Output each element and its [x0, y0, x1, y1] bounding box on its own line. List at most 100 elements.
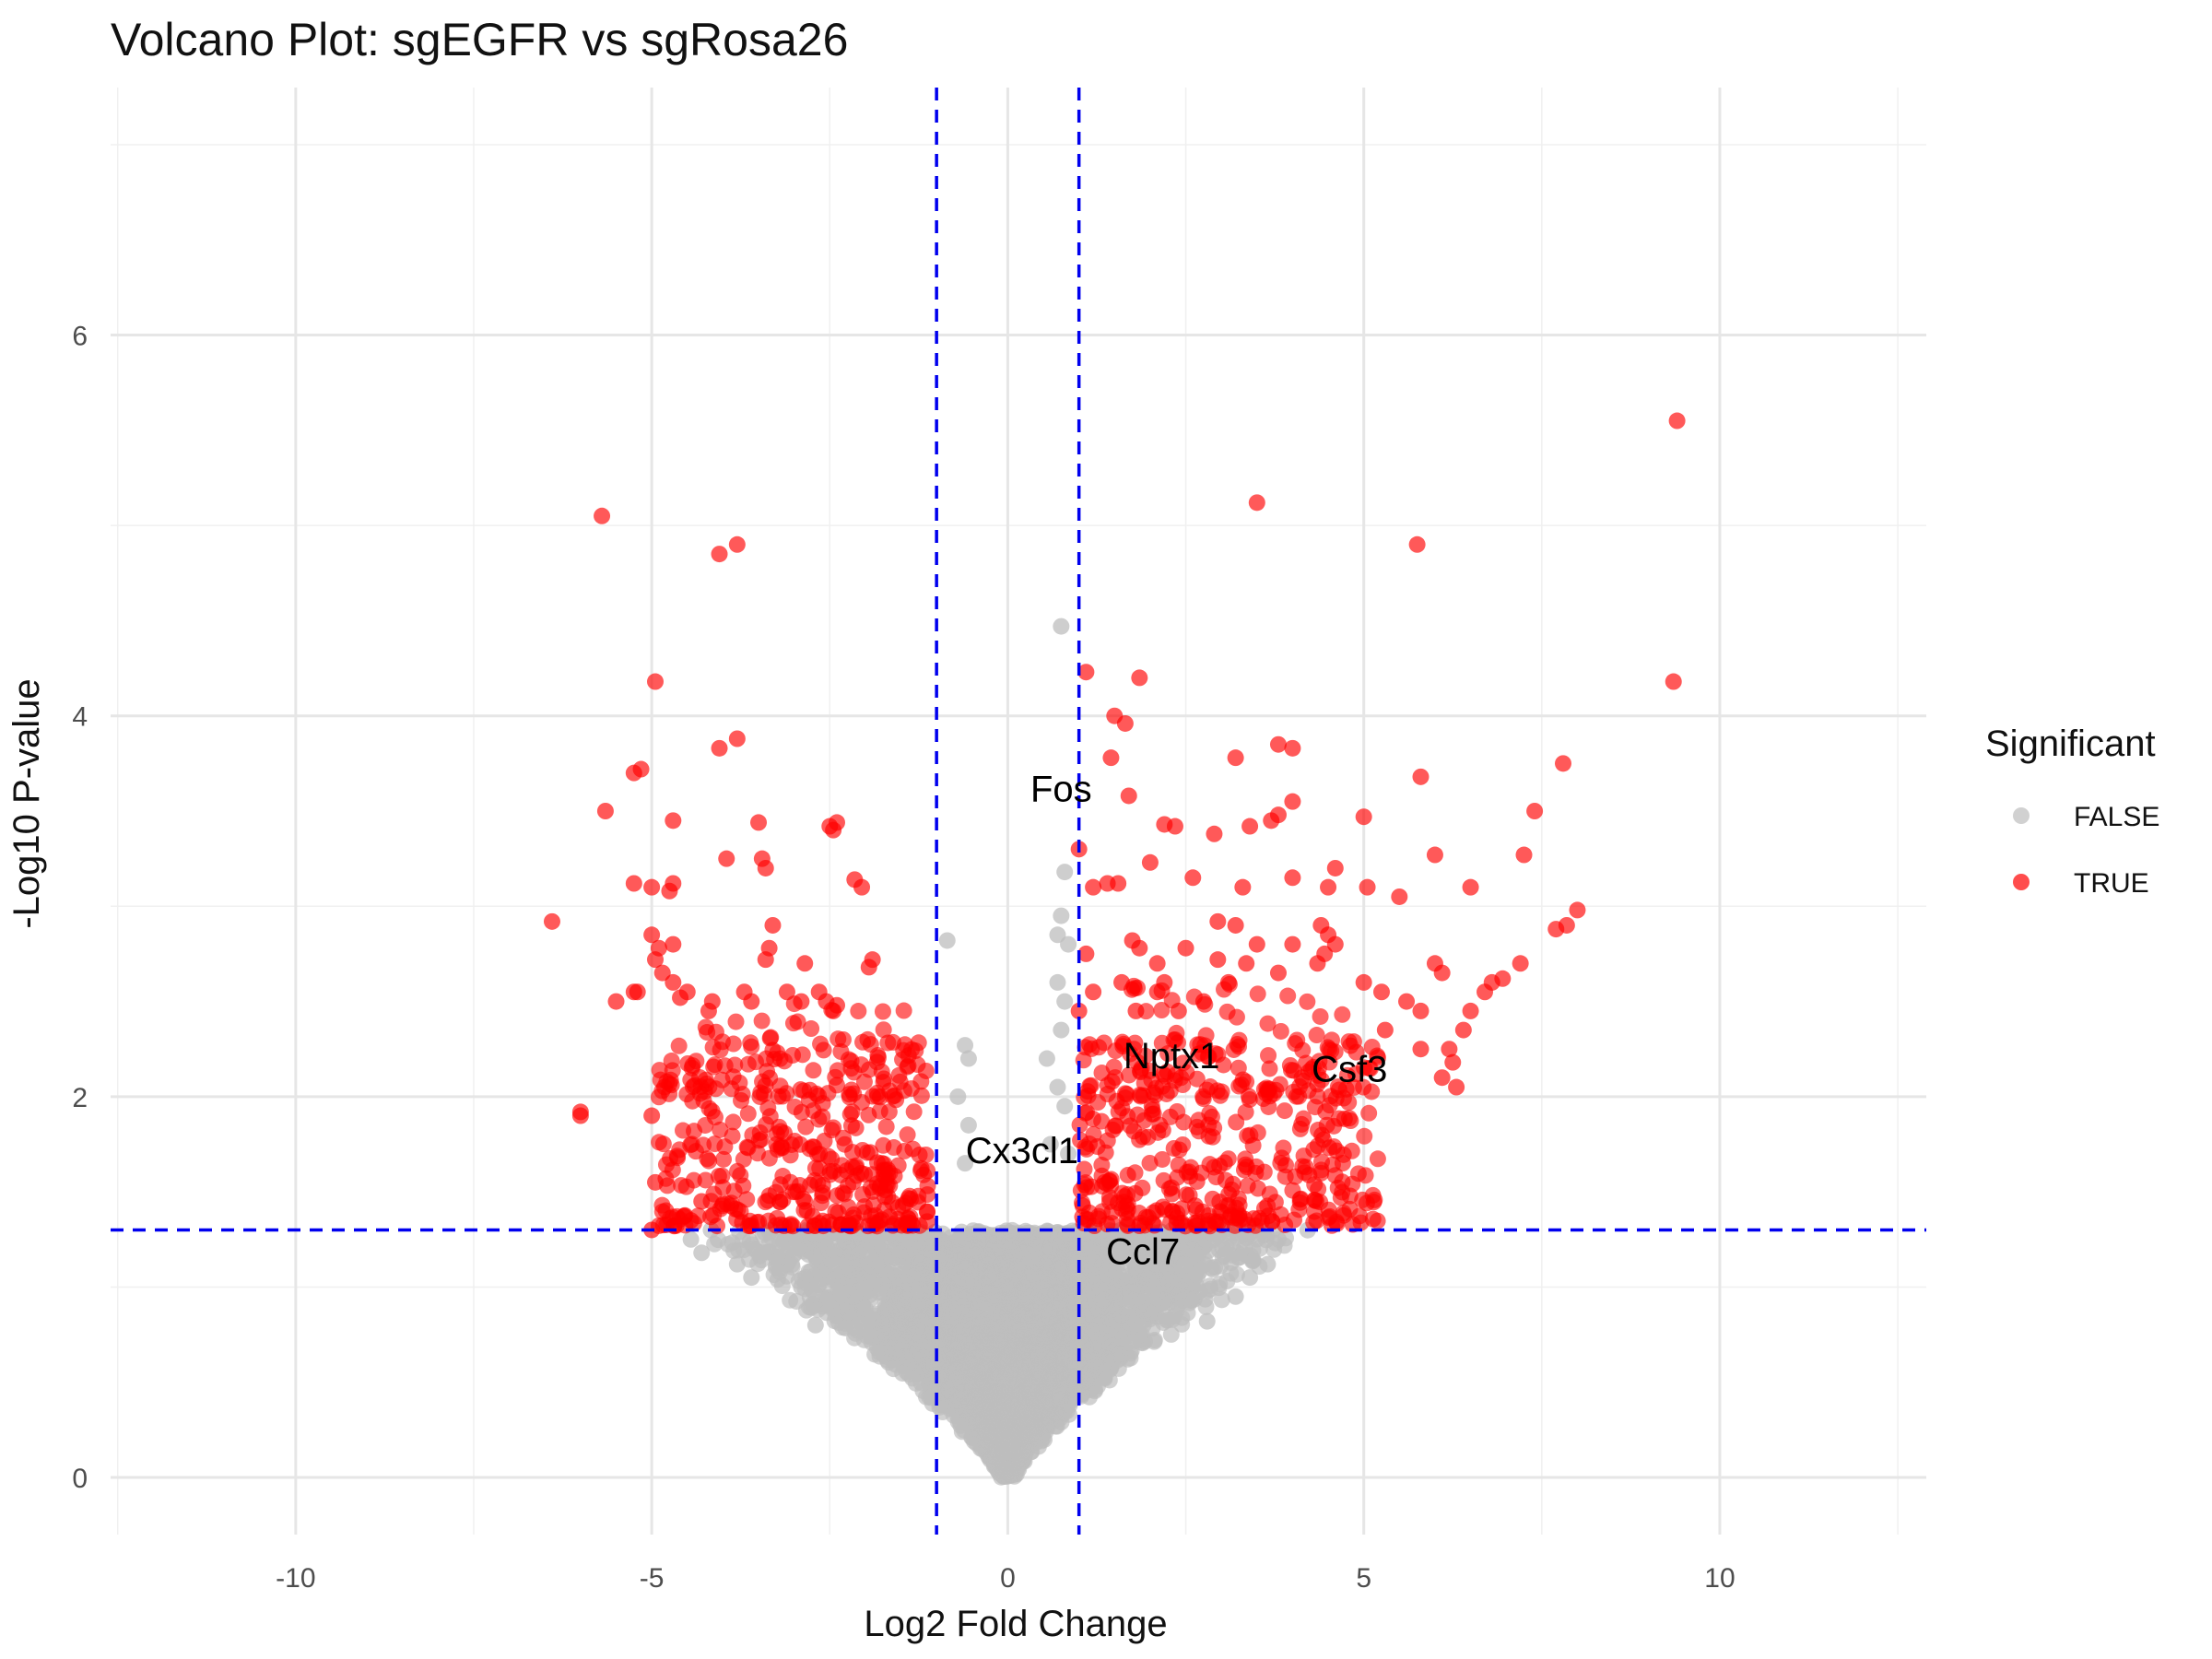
- point-true: [803, 1020, 820, 1038]
- point-false: [963, 1378, 981, 1395]
- point-false: [987, 1247, 1005, 1265]
- point-false: [1017, 1283, 1034, 1300]
- point-true: [712, 1041, 729, 1059]
- point-true: [1272, 1206, 1289, 1223]
- point-true: [766, 1051, 783, 1068]
- point-false: [1124, 1267, 1141, 1285]
- point-true: [663, 1053, 680, 1070]
- point-false: [1041, 1135, 1059, 1153]
- point-true: [847, 1119, 865, 1136]
- point-false: [818, 1304, 836, 1322]
- point-false: [945, 1239, 962, 1256]
- point-false: [1032, 1432, 1050, 1450]
- point-false: [1060, 1375, 1077, 1393]
- point-false: [1027, 1397, 1044, 1415]
- point-true: [773, 1139, 791, 1157]
- point-false: [1031, 1371, 1049, 1388]
- point-false: [940, 1382, 958, 1399]
- point-false: [741, 1232, 759, 1250]
- point-false: [788, 1292, 806, 1310]
- point-true: [900, 1047, 917, 1065]
- point-true: [905, 1103, 923, 1121]
- point-true: [836, 1185, 853, 1203]
- point-false: [1143, 1270, 1160, 1288]
- point-true: [751, 1124, 769, 1141]
- point-false: [946, 1356, 963, 1373]
- point-true: [697, 1171, 714, 1189]
- point-true: [917, 1146, 935, 1163]
- point-false: [693, 1244, 711, 1262]
- point-true: [814, 1108, 831, 1125]
- point-true: [705, 1206, 723, 1224]
- point-false: [1011, 1430, 1029, 1447]
- point-true: [1295, 1110, 1312, 1127]
- point-false: [1155, 1313, 1172, 1331]
- point-true: [738, 1138, 756, 1156]
- point-false: [1230, 1249, 1247, 1266]
- point-true: [1174, 1054, 1192, 1072]
- point-false: [783, 1256, 801, 1274]
- point-true: [830, 1030, 847, 1048]
- point-true: [794, 1046, 811, 1064]
- point-false: [1035, 1253, 1053, 1271]
- point-true: [1356, 1127, 1373, 1145]
- point-true: [1369, 1212, 1386, 1230]
- point-false: [1019, 1380, 1037, 1397]
- point-true: [845, 1206, 863, 1223]
- point-false: [1088, 1334, 1105, 1351]
- point-false: [1146, 1333, 1163, 1350]
- point-false: [999, 1280, 1017, 1298]
- point-false: [825, 1271, 842, 1288]
- point-true: [674, 1122, 691, 1139]
- point-true: [912, 1087, 930, 1104]
- point-false: [682, 1230, 700, 1248]
- point-false: [1018, 1350, 1035, 1368]
- point-true: [1219, 1150, 1237, 1168]
- point-false: [806, 1316, 824, 1334]
- point-false: [1010, 1395, 1028, 1413]
- point-true: [1119, 1167, 1136, 1184]
- point-false: [916, 1360, 934, 1378]
- point-true: [874, 1003, 891, 1020]
- point-false: [743, 1269, 760, 1287]
- point-false: [1162, 1325, 1180, 1343]
- point-false: [997, 1257, 1015, 1275]
- point-true: [877, 1118, 895, 1135]
- point-false: [960, 1355, 978, 1372]
- point-false: [773, 1277, 791, 1295]
- point-true: [806, 1159, 824, 1177]
- point-false: [1009, 1302, 1027, 1320]
- point-true: [1261, 1060, 1278, 1077]
- point-true: [834, 1129, 852, 1147]
- point-true: [1355, 1078, 1372, 1096]
- point-true: [855, 1166, 873, 1183]
- point-true: [683, 1135, 700, 1153]
- point-false: [1063, 1275, 1080, 1292]
- point-false: [922, 1381, 939, 1398]
- point-false: [967, 1397, 984, 1415]
- point-true: [724, 1113, 742, 1131]
- point-false: [1212, 1257, 1230, 1275]
- point-true: [823, 1150, 841, 1168]
- point-false: [808, 1253, 826, 1270]
- point-true: [724, 1127, 741, 1145]
- point-true: [875, 1021, 892, 1039]
- point-true: [1188, 1118, 1206, 1135]
- point-true: [786, 1099, 804, 1116]
- point-false: [964, 1339, 982, 1357]
- point-true: [753, 1012, 771, 1030]
- point-false: [906, 1241, 924, 1259]
- point-false: [730, 1241, 747, 1259]
- point-true: [821, 1166, 839, 1183]
- point-true: [670, 1037, 688, 1054]
- point-false: [728, 1255, 746, 1273]
- point-false: [1182, 1291, 1200, 1309]
- point-true: [700, 1152, 718, 1170]
- point-true: [912, 1073, 930, 1090]
- point-false: [873, 1328, 890, 1346]
- point-true: [743, 1038, 760, 1055]
- point-true: [724, 1035, 742, 1053]
- point-false: [869, 1236, 887, 1253]
- point-false: [1218, 1273, 1236, 1290]
- point-false: [1227, 1288, 1244, 1305]
